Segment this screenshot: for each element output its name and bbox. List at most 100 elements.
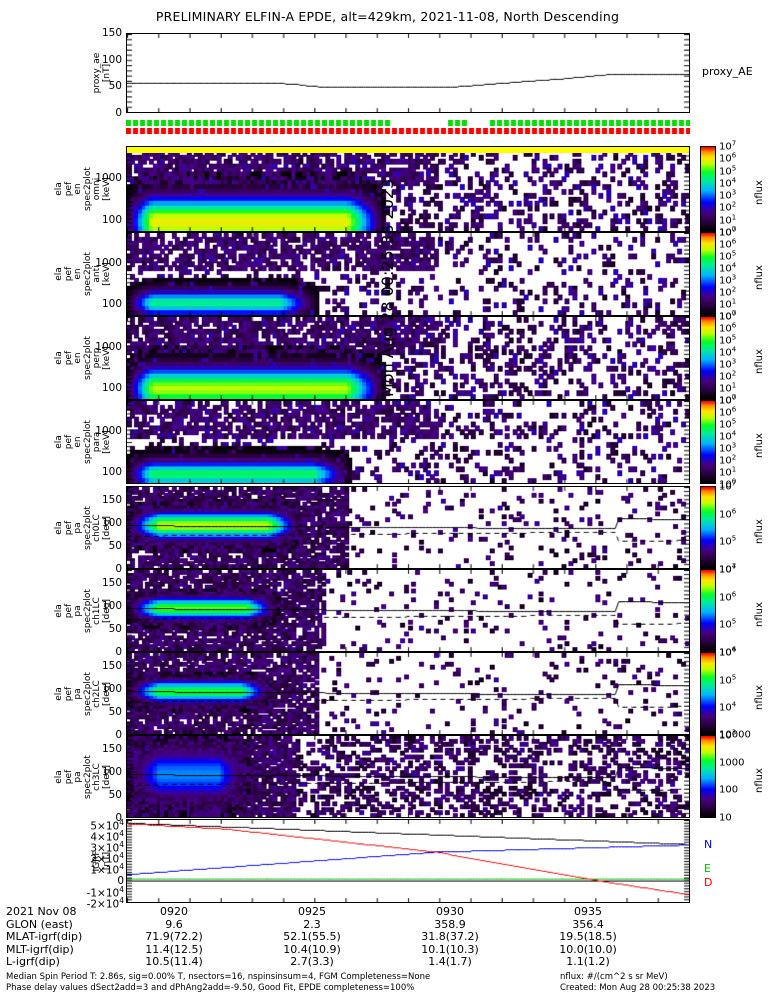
xaxis-value: 358.9: [434, 917, 466, 931]
proxy-ae-right-label: proxy_AE: [702, 65, 753, 78]
xaxis-row-label: L-igrf(dip): [6, 955, 60, 969]
colorbar-tick-en-perp-4: 104: [719, 345, 737, 359]
igrf-ylabel: IGRF [nT]: [92, 850, 112, 872]
colorbar-tick-en-omni-1: 101: [719, 213, 737, 227]
axis-tick-label: 100: [101, 381, 122, 394]
colorbar-tick-en-omni-5: 105: [719, 163, 737, 178]
axis-tick-label: 150: [101, 742, 122, 755]
colorbar-label-en-anti: nflux: [754, 265, 765, 290]
colorbar-tick-en-perp-3: 103: [719, 357, 737, 371]
axis-tick-label: -1×104: [86, 884, 124, 900]
xaxis-value: 0920: [160, 905, 188, 918]
xaxis-value: 52.1(55.5): [283, 930, 341, 944]
axis-tick-label: 0: [115, 646, 122, 658]
axis-tick-label: 1000: [95, 172, 122, 185]
xaxis-value: 2.7(3.3): [290, 955, 334, 969]
panel-en-omni-canvas: [127, 147, 689, 231]
colorbar-tick-en-omni-0: 100: [719, 225, 737, 239]
colorbar-en-para-canvas: [701, 401, 715, 483]
colorbar-tick-pa-ch2lc-1: 104: [719, 700, 737, 714]
xaxis-value: 1.1(1.2): [566, 955, 610, 969]
xaxis-row: L-igrf(dip) 10.5(11.4) 2.7(3.3) 1.4(1.7) 1.1…: [0, 956, 775, 969]
panel-pa-ch1lc: [126, 569, 690, 652]
axis-tick-label: 150: [101, 576, 122, 589]
panel-en-anti: [126, 232, 690, 316]
status-row-red-canvas: [126, 128, 690, 134]
xaxis-row: MLAT-igrf(dip) 71.9(72.2) 52.1(55.5) 31.8(3…: [0, 931, 775, 944]
axis-tick-label: 100: [101, 297, 122, 310]
colorbar-tick-en-para-5: 105: [719, 417, 737, 431]
footer-left: Median Spin Period T: 2.86s, sig=0.00% T…: [6, 972, 431, 993]
colorbar-tick-pa-ch3lc-3: 10000: [719, 729, 751, 741]
xaxis-value: 10.4(10.9): [283, 942, 341, 956]
panel-pa-ch2lc: [126, 652, 690, 735]
colorbar-tick-en-perp-2: 102: [719, 369, 737, 383]
xaxis-value: 356.4: [572, 917, 604, 931]
axis-tick-label: 4×104: [90, 828, 124, 844]
colorbar-label-pa-ch3lc: nflux: [754, 767, 765, 793]
colorbar-tick-pa-ch1lc-0: 104: [719, 645, 737, 659]
axis-tick-label: 2×104: [90, 850, 124, 866]
colorbar-label-en-para: nflux: [754, 433, 765, 458]
colorbar-pa-ch1lc-canvas: [701, 570, 715, 651]
xaxis-row-label: GLON (east): [6, 917, 73, 931]
proxy-ae-ylabel: proxy_ae [nT]: [92, 52, 112, 94]
saturation-strip: [127, 147, 689, 153]
xaxis-value: 31.8(37.2): [421, 930, 479, 944]
colorbar-tick-pa-ch2lc-2: 105: [719, 672, 737, 687]
colorbar-tick-en-para-2: 102: [719, 453, 737, 467]
axis-tick-label: 5×104: [90, 817, 124, 832]
colorbar-en-omni: [700, 146, 716, 232]
colorbar-tick-en-omni-3: 103: [719, 188, 737, 202]
xaxis-value: 71.9(72.2): [145, 930, 203, 944]
colorbar-tick-en-anti-0: 100: [719, 309, 737, 323]
panel-proxy-ae-canvas: [127, 34, 689, 112]
colorbar-tick-en-omni-2: 102: [719, 200, 737, 215]
colorbar-tick-pa-ch0lc-1: 105: [719, 534, 737, 548]
colorbar-tick-pa-ch3lc-2: 1000: [719, 757, 745, 769]
axis-tick-label: 0: [115, 563, 122, 575]
colorbar-en-omni-canvas: [701, 147, 715, 231]
axis-tick-label: 0: [115, 812, 122, 824]
colorbar-pa-ch0lc: [700, 486, 716, 569]
colorbar-tick-en-anti-7: 107: [719, 225, 737, 239]
colorbar-en-para: [700, 400, 716, 484]
xaxis-row-label: MLT-igrf(dip): [6, 942, 74, 956]
colorbar-pa-ch3lc-canvas: [701, 736, 715, 817]
colorbar-pa-ch0lc-canvas: [701, 487, 715, 568]
axis-tick-label: 50: [108, 80, 122, 93]
colorbar-tick-en-perp-5: 105: [719, 333, 737, 347]
colorbar-tick-en-perp-0: 100: [719, 393, 737, 407]
axis-tick-label: -2×104: [86, 895, 124, 911]
colorbar-label-pa-ch1lc: nflux: [754, 601, 765, 627]
panel-proxy-ae: [126, 33, 690, 113]
xaxis-row-label: MLAT-igrf(dip): [6, 930, 83, 944]
panel-pa-ch0lc: [126, 486, 690, 569]
colorbar-label-pa-ch2lc: nflux: [754, 684, 765, 710]
axis-tick-label: 150: [101, 659, 122, 672]
xaxis-value: 10.1(10.3): [421, 942, 479, 956]
footer-right: nflux: #/(cm^2 s sr MeV) Created: Mon Au…: [560, 972, 716, 993]
colorbar-tick-en-anti-1: 101: [719, 297, 737, 311]
axis-tick-label: 1000: [95, 425, 122, 438]
axis-tick-label: 100: [101, 516, 122, 529]
colorbar-tick-en-para-6: 106: [719, 405, 737, 419]
igrf-legend-d: D: [704, 876, 713, 889]
xaxis-value: 10.5(11.4): [145, 955, 203, 969]
colorbar-tick-en-anti-5: 105: [719, 249, 737, 263]
page-title: PRELIMINARY ELFIN-A EPDE, alt=429km, 202…: [155, 9, 620, 24]
panel-igrf: [126, 819, 690, 903]
colorbar-tick-pa-ch3lc-1: 100: [719, 784, 739, 796]
xaxis-row: 2021 Nov 08 0920 0925 0930 0935: [0, 905, 775, 919]
colorbar-pa-ch2lc-canvas: [701, 653, 715, 734]
axis-tick-label: 150: [101, 493, 122, 506]
xaxis-row-label: 2021 Nov 08: [6, 905, 77, 918]
colorbar-tick-en-omni-6: 106: [719, 151, 737, 165]
axis-tick-label: 100: [101, 53, 122, 66]
axis-tick-label: 50: [108, 539, 122, 552]
xaxis-value: 1.4(1.7): [428, 955, 472, 969]
colorbar-tick-en-anti-3: 103: [719, 273, 737, 287]
colorbar-tick-en-para-0: 100: [719, 477, 737, 491]
panel-pa-ch3lc: [126, 735, 690, 818]
colorbar-tick-pa-ch1lc-3: 107: [719, 562, 737, 576]
